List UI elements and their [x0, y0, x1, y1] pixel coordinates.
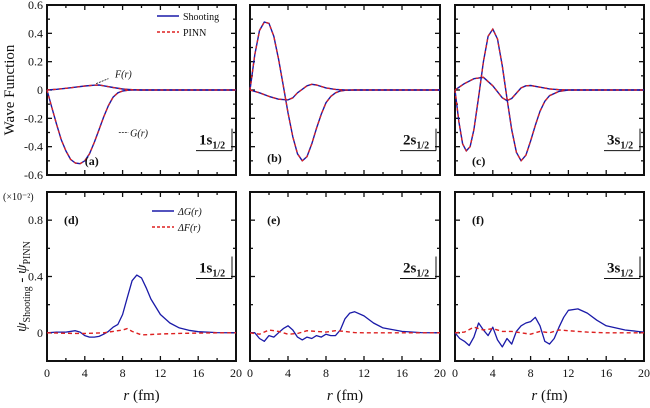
x-tick-label: 16	[192, 366, 204, 380]
scale-note: (×10⁻²)	[3, 192, 34, 203]
x-tick-label: 16	[396, 366, 408, 380]
series-pinn-F(r)	[454, 76, 644, 102]
panel-label: (a)	[85, 154, 99, 168]
x-axis-label: r (fm)	[531, 388, 567, 404]
x-tick-label: 16	[600, 366, 612, 380]
y-tick-label: -0.2	[24, 111, 43, 125]
x-tick-label: 20	[230, 366, 242, 380]
annotation-f: F(r)	[114, 69, 132, 80]
panel-label: (d)	[64, 213, 79, 227]
y-tick-label: -0.6	[24, 168, 43, 182]
legend-label: PINN	[183, 28, 206, 39]
panel-label: (e)	[267, 213, 280, 227]
x-tick-label: 20	[434, 366, 446, 380]
state-label: 2s1/2	[403, 261, 429, 280]
x-tick-label: 20	[638, 366, 650, 380]
legend-label: ΔF(r)	[177, 223, 201, 234]
series-pinn-F(r)	[46, 84, 236, 91]
panel-label: (c)	[472, 154, 485, 168]
x-tick-label: 4	[490, 366, 496, 380]
x-tick-label: 4	[285, 366, 291, 380]
x-tick-label: 12	[358, 366, 370, 380]
y-tick-label: 0	[37, 83, 43, 97]
series-shooting-F(r)	[454, 76, 644, 102]
x-tick-label: 4	[82, 366, 88, 380]
state-label: 2s1/2	[403, 133, 429, 152]
y-tick-label: 0.4	[28, 26, 43, 40]
series-delta-f	[454, 326, 644, 335]
x-tick-label: 12	[154, 366, 166, 380]
state-label: 1s1/2	[199, 261, 225, 280]
y-tick-label: 0.8	[28, 213, 43, 227]
panel-e: 0 4 8 12 16 20 r (fm) (e) 2s1/2	[247, 191, 446, 404]
legend-label: ΔG(r)	[177, 207, 202, 218]
series-delta-g	[250, 311, 441, 342]
x-tick-label: 0	[247, 366, 253, 380]
y-tick-label: -0.4	[24, 140, 43, 154]
state-label: 3s1/2	[607, 133, 633, 152]
y-tick-label: 0.2	[28, 55, 43, 69]
annotation-g: G(r)	[130, 129, 148, 140]
series-delta-f	[46, 327, 236, 336]
series-pinn-G(r)	[454, 27, 644, 162]
series-shooting-G(r)	[46, 89, 236, 165]
series-delta-f	[249, 329, 440, 335]
state-label: 1s1/2	[199, 133, 225, 152]
y-axis-label: ψShooting - ψPINN	[14, 241, 33, 332]
series-delta-g	[46, 274, 237, 338]
series-pinn-G(r)	[249, 21, 440, 162]
panel-label: (b)	[267, 151, 282, 165]
x-tick-label: 12	[562, 366, 574, 380]
x-axis-label: r (fm)	[123, 388, 159, 404]
panel-a: -0.6 -0.4 -0.2 0 0.2 0.4 0.6 (a) 1s1/2 Shooting PI…	[2, 0, 237, 182]
y-tick-label: 0	[37, 326, 43, 340]
series-shooting-F(r)	[46, 84, 236, 91]
panel-b: (b) 2s1/2	[249, 4, 441, 176]
panel-c: (c) 3s1/2	[454, 4, 645, 176]
panel-d: 0 4 8 12 16 20 r (fm) 0 0.4 0.8 (d) 1s1/2 ΔG(r) ΔF(r)…	[3, 191, 242, 404]
y-tick-label: 0.4	[28, 270, 43, 284]
legend-label: Shooting	[183, 12, 219, 23]
series-pinn-F(r)	[249, 83, 440, 101]
series-pinn-G(r)	[46, 89, 236, 165]
series-delta-g	[454, 308, 645, 348]
state-label: 3s1/2	[607, 261, 633, 280]
x-axis-label: r (fm)	[327, 388, 363, 404]
annotation-arrow	[95, 78, 109, 84]
x-tick-label: 8	[120, 366, 126, 380]
y-axis-label: Wave Function	[2, 44, 18, 135]
y-tick-label: 0.6	[28, 0, 43, 12]
series-shooting-F(r)	[249, 83, 440, 101]
x-tick-label: 0	[452, 366, 458, 380]
panel-label: (f)	[472, 213, 484, 227]
x-tick-label: 0	[44, 366, 50, 380]
x-tick-label: 8	[528, 366, 534, 380]
x-tick-label: 8	[323, 366, 329, 380]
panel-f: 0 4 8 12 16 20 r (fm) (f) 3s1/2	[452, 191, 650, 404]
